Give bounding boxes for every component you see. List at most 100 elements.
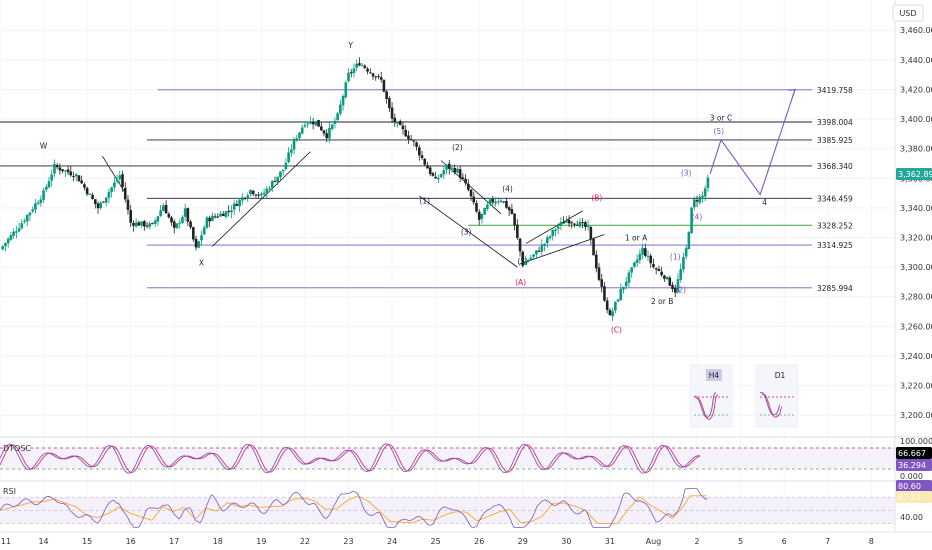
- candle-body: [423, 158, 427, 165]
- candle-body: [366, 68, 369, 72]
- candle-body: [309, 121, 312, 124]
- candle-body: [439, 174, 443, 178]
- price-tick: 3,220.000: [900, 382, 932, 391]
- candle-body: [170, 217, 173, 223]
- candle-body: [200, 235, 203, 241]
- rsi-value-tag: 80.60: [898, 482, 921, 491]
- candle-body: [9, 235, 13, 240]
- candle-body: [55, 164, 59, 168]
- price-axis[interactable]: USD 3,460.000 3,440.000 3,420.000 3,400.000 3…: [892, 0, 932, 532]
- candle-body: [156, 216, 160, 222]
- candle-body: [319, 126, 323, 131]
- candle-body: [409, 138, 413, 140]
- candle-body: [235, 204, 239, 206]
- candle-body: [292, 139, 296, 150]
- price-tick: 3,440.000: [900, 56, 932, 65]
- level-label: 3419.758: [817, 86, 853, 95]
- candle-body: [260, 193, 263, 196]
- time-axis[interactable]: 11 14 15 16 17 18 19 22 23 24 25 26 29 30 31 Aug 2 5 6 7 8: [0, 531, 932, 546]
- candle-body: [535, 250, 538, 255]
- wave-label: 2 or B: [651, 297, 673, 306]
- level-label: 3385.925: [817, 136, 853, 145]
- candle-body: [349, 72, 353, 74]
- price-tick: 3,400.000: [900, 115, 932, 124]
- candle-body: [213, 216, 217, 218]
- candle-body: [126, 199, 130, 210]
- candle-body: [91, 194, 94, 200]
- wave-label: W: [40, 142, 48, 151]
- candle-body: [194, 238, 198, 248]
- price-tick: 3,200.000: [900, 411, 932, 420]
- candle-body: [706, 177, 710, 189]
- candle-body: [6, 238, 10, 244]
- candle-body: [453, 167, 457, 173]
- time-tick: Aug: [646, 537, 662, 546]
- candle-body: [47, 181, 51, 188]
- price-tags: 3,362.895 66.667 36.294 80.60 67.27: [896, 167, 932, 503]
- candle-body: [630, 267, 633, 273]
- candle-body: [230, 210, 233, 213]
- time-tick: 30: [561, 537, 571, 546]
- candle-body: [4, 243, 7, 247]
- candle-body: [586, 225, 590, 228]
- candle-body: [347, 72, 350, 82]
- time-tick: 5: [738, 537, 743, 546]
- time-tick: 8: [869, 537, 874, 546]
- candle-body: [96, 203, 100, 209]
- candle-body: [208, 217, 211, 222]
- candle-body: [488, 199, 492, 205]
- candle-body: [162, 205, 165, 211]
- stoch-panel: DTOSC 100.000 0.000: [0, 436, 932, 481]
- candle-body: [592, 238, 595, 256]
- level-label: 3346.459: [817, 194, 853, 203]
- candle-body: [654, 268, 658, 270]
- candle-body: [151, 223, 154, 225]
- candle-body: [186, 208, 190, 222]
- candle-body: [445, 164, 448, 170]
- candle-body: [328, 127, 331, 139]
- candle-body: [693, 199, 696, 208]
- stoch-tick: 0.000: [900, 472, 923, 481]
- candle-body: [159, 210, 162, 217]
- candle-body: [42, 190, 45, 200]
- mini-osc-k: [759, 391, 781, 416]
- wave-label: (5): [517, 257, 528, 266]
- candle-body: [456, 168, 459, 173]
- candle-body: [341, 96, 345, 106]
- candle-body: [505, 200, 508, 208]
- candle-body: [58, 167, 62, 171]
- candle-body: [306, 123, 309, 125]
- candle-body: [74, 174, 78, 177]
- last-price-tag: 3,362.895: [898, 170, 932, 179]
- price-tick: 3,340.000: [900, 204, 932, 213]
- candle-body: [619, 288, 623, 301]
- candle-body: [458, 169, 462, 178]
- stoch-k-line: [0, 443, 701, 474]
- candle-body: [121, 174, 124, 187]
- candle-body: [554, 229, 557, 232]
- wave-label: (1): [419, 196, 430, 205]
- candle-body: [676, 279, 680, 292]
- candle-body: [303, 124, 307, 127]
- price-tick: 3,260.000: [900, 322, 932, 331]
- candle-body: [12, 231, 15, 236]
- wave-label: (3): [461, 228, 472, 237]
- candle-body: [183, 208, 187, 217]
- currency-label: USD: [899, 9, 916, 18]
- candle-body: [148, 223, 152, 227]
- candle-body: [164, 204, 168, 214]
- candle-body: [241, 197, 244, 201]
- time-tick: 24: [387, 537, 397, 546]
- candle-body: [69, 171, 73, 176]
- stoch-band: [0, 448, 895, 469]
- candle-body: [339, 104, 342, 114]
- candle-body: [115, 179, 119, 182]
- candle-body: [25, 215, 29, 222]
- time-tick: 2: [694, 537, 699, 546]
- price-tick: 3,300.000: [900, 263, 932, 272]
- candle-body: [175, 223, 179, 229]
- candle-body: [660, 271, 663, 276]
- mini-osc-d: [761, 393, 783, 418]
